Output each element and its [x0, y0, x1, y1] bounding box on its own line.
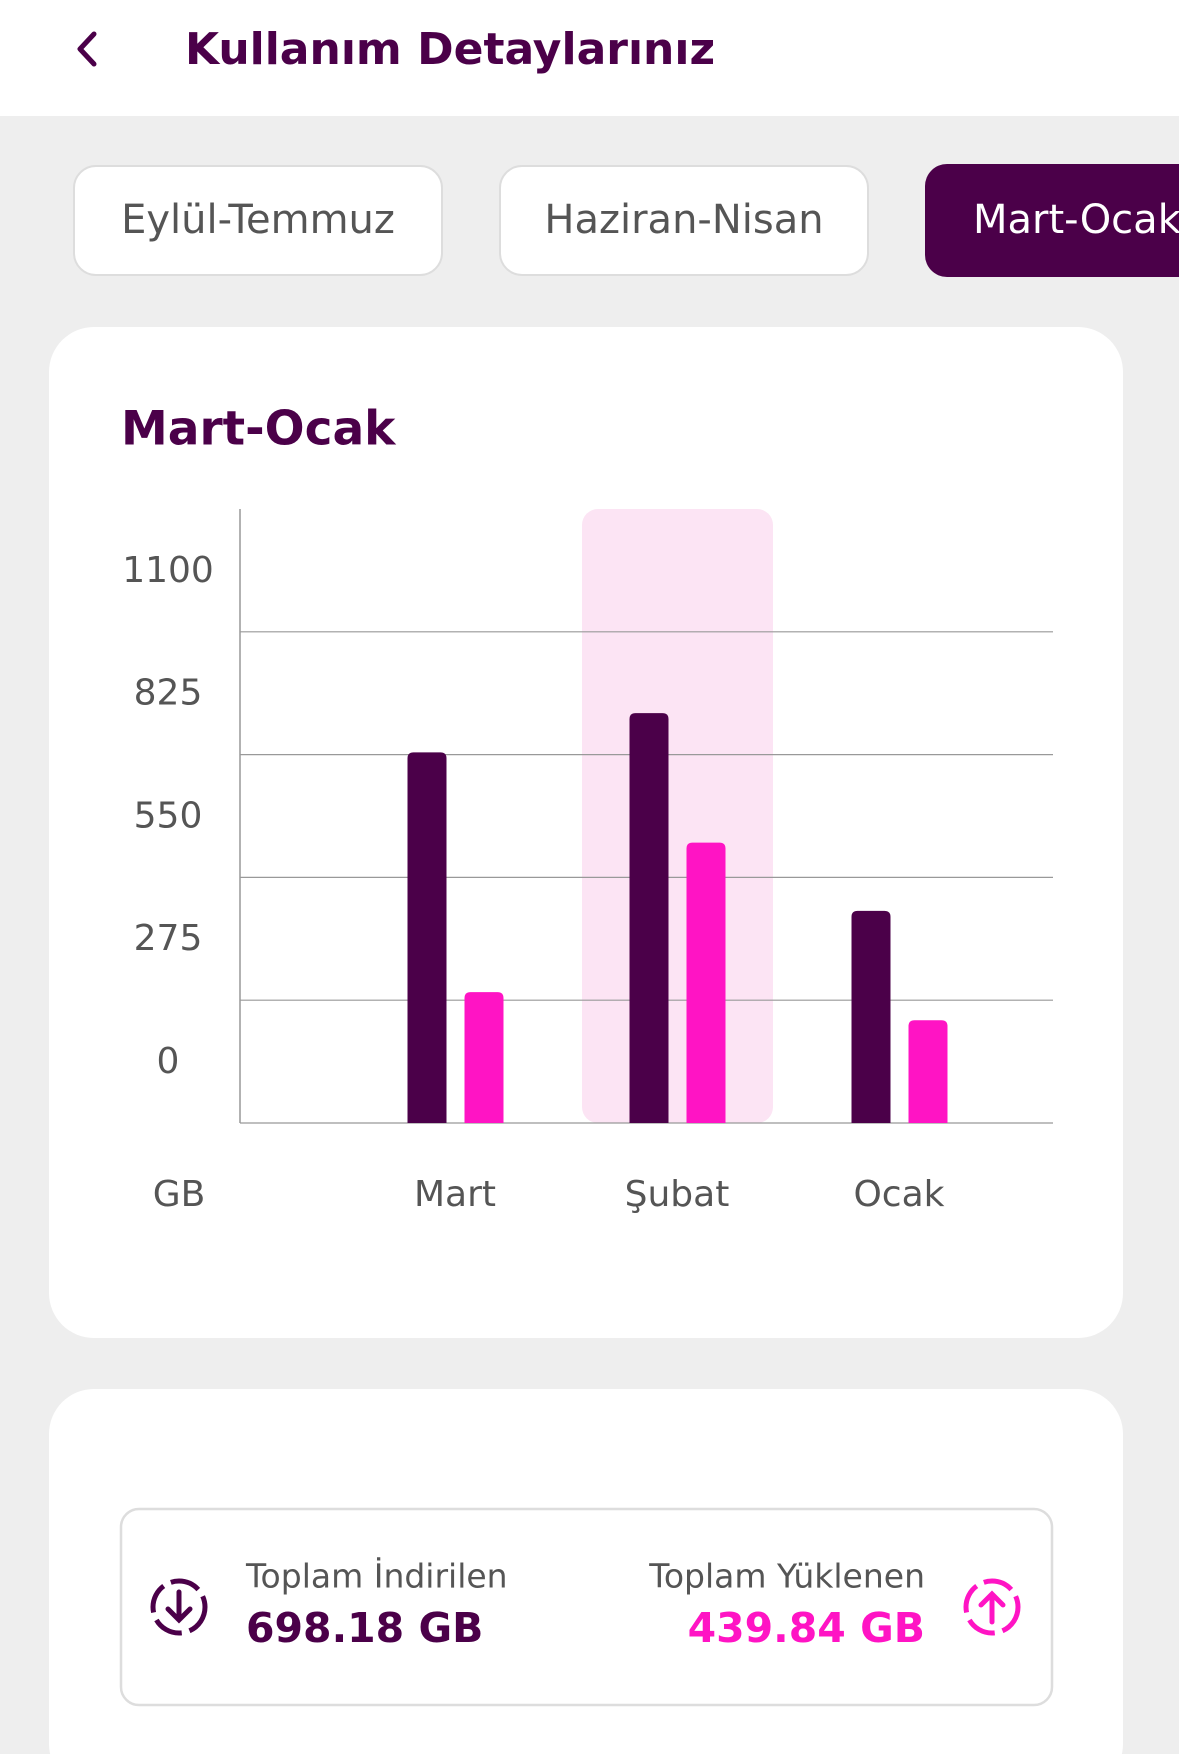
selected-highlight: [582, 509, 773, 1123]
bar: [686, 842, 726, 1123]
tab[interactable]: [499, 165, 869, 276]
download-label: Toplam İndirilen: [245, 1557, 508, 1596]
y-tick-label: 825: [134, 673, 203, 714]
bar: [464, 992, 504, 1123]
bar: [851, 910, 891, 1123]
tab-active[interactable]: [925, 164, 1179, 277]
download-value: 698.18 GB: [246, 1604, 483, 1652]
tab[interactable]: [73, 165, 443, 276]
bar: [629, 713, 669, 1123]
y-axis-unit: GB: [153, 1174, 206, 1215]
bar: [908, 1020, 948, 1123]
tab-label[interactable]: Haziran-Nisan: [544, 197, 823, 243]
back-button[interactable]: [77, 31, 97, 67]
bar: [407, 752, 447, 1123]
y-tick-label: 1100: [122, 550, 214, 591]
summary-box: [119, 1507, 1054, 1707]
header-bar: [0, 0, 1179, 116]
x-tick-label: Şubat: [625, 1174, 730, 1215]
upload-label: Toplam Yüklenen: [648, 1557, 925, 1596]
y-tick-label: 0: [157, 1041, 180, 1082]
chart-title: Mart-Ocak: [121, 402, 397, 457]
page-title: Kullanım Detaylarınız: [185, 24, 715, 75]
x-tick-label: Ocak: [853, 1174, 944, 1215]
x-tick-label: Mart: [414, 1174, 496, 1215]
download-icon: [150, 1578, 208, 1636]
y-tick-label: 275: [134, 918, 203, 959]
tab-label[interactable]: Eylül-Temmuz: [121, 197, 395, 243]
y-tick-label: 550: [134, 795, 203, 836]
upload-value: 439.84 GB: [688, 1604, 925, 1652]
tab-label[interactable]: Mart-Ocak: [973, 197, 1179, 243]
upload-icon: [963, 1578, 1021, 1636]
